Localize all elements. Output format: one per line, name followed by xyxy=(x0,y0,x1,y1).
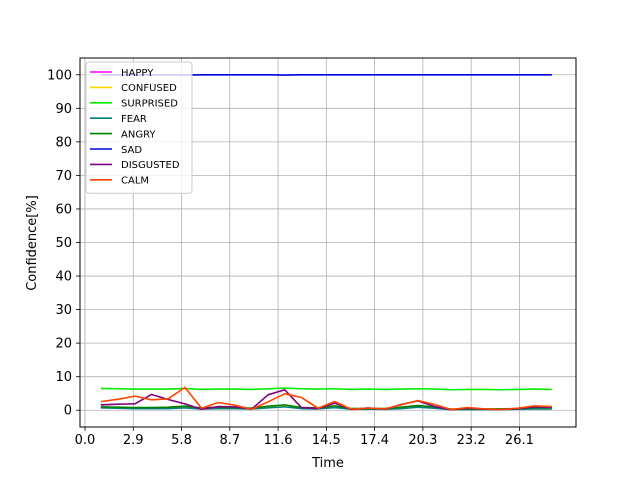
legend-label-confused: CONFUSED xyxy=(121,83,177,94)
x-axis-label: Time xyxy=(311,456,344,471)
x-tick-label: 8.7 xyxy=(219,433,240,448)
y-tick-label: 30 xyxy=(55,303,72,318)
legend-label-fear: FEAR xyxy=(121,114,147,125)
y-tick-label: 10 xyxy=(55,370,72,385)
x-tick-label: 26.1 xyxy=(505,433,534,448)
y-tick-label: 70 xyxy=(55,169,72,184)
y-tick-label: 90 xyxy=(55,102,72,117)
legend-label-happy: HAPPY xyxy=(121,68,154,79)
y-tick-label: 100 xyxy=(47,68,72,83)
y-tick-label: 60 xyxy=(55,202,72,217)
legend-label-sad: SAD xyxy=(121,145,142,156)
x-tick-label: 0.0 xyxy=(75,433,96,448)
x-tick-label: 2.9 xyxy=(123,433,144,448)
x-tick-label: 17.4 xyxy=(360,433,389,448)
y-tick-label: 40 xyxy=(55,270,72,285)
legend: HAPPY CONFUSED SURPRISED FEAR ANGRY SAD DISGUS… xyxy=(86,62,192,193)
legend-box xyxy=(86,62,192,193)
legend-label-angry: ANGRY xyxy=(121,129,156,140)
x-tick-label: 23.2 xyxy=(457,433,486,448)
y-tick-label: 50 xyxy=(55,236,72,251)
legend-label-disgusted: DISGUSTED xyxy=(121,160,180,171)
y-tick-label: 0 xyxy=(64,404,72,419)
x-tick-label: 14.5 xyxy=(312,433,341,448)
x-tick-label: 20.3 xyxy=(408,433,437,448)
x-tick-label: 5.8 xyxy=(171,433,192,448)
legend-label-calm: CALM xyxy=(121,176,149,187)
legend-label-surprised: SURPRISED xyxy=(121,99,178,110)
x-tick-label: 11.6 xyxy=(264,433,293,448)
y-tick-label: 80 xyxy=(55,135,72,150)
y-tick-label: 20 xyxy=(55,337,72,352)
y-axis-label: Confidence[%] xyxy=(25,195,40,291)
